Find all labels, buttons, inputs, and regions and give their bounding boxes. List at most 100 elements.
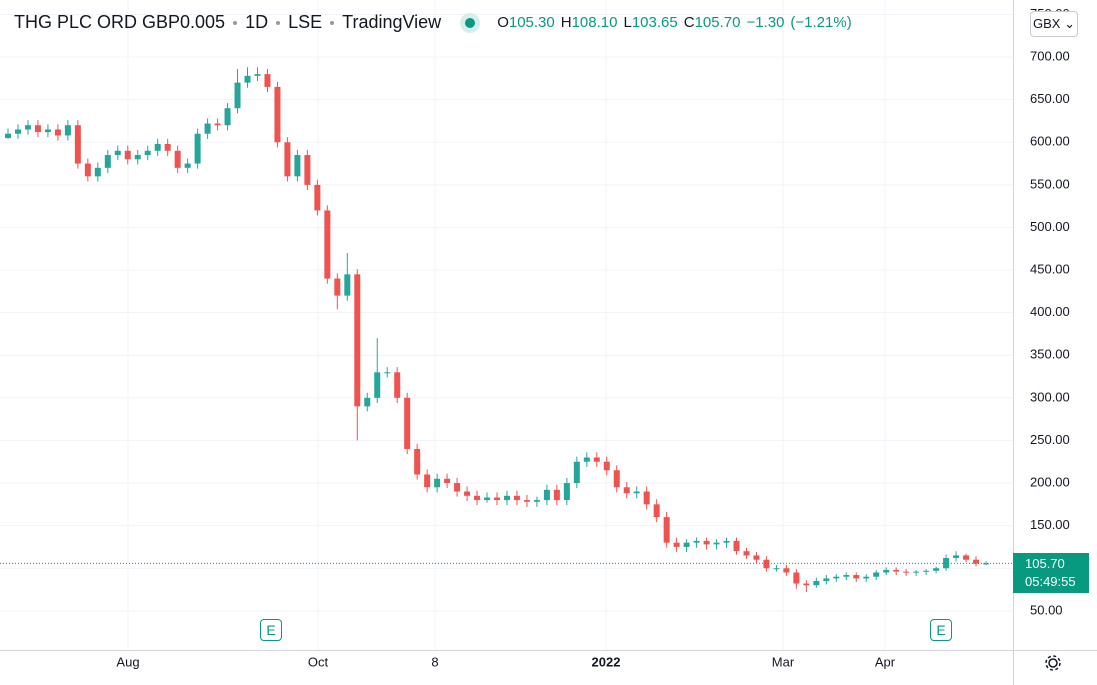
candle-body [643, 491, 650, 505]
candle-body [743, 551, 750, 556]
candle-body [663, 517, 670, 543]
candle-body [84, 163, 91, 177]
candle-body [713, 542, 720, 545]
candle-body [404, 397, 411, 449]
candle-body [793, 572, 800, 584]
candle-body [44, 129, 51, 133]
candle-body [214, 123, 221, 126]
candle-body [553, 489, 560, 501]
candle-body [414, 448, 421, 475]
candle-body [693, 540, 700, 543]
candle-body [753, 555, 760, 560]
change-pct: (−1.21%) [790, 14, 852, 31]
candle-body [893, 569, 900, 572]
candle-body [603, 461, 610, 471]
candle-body [883, 569, 890, 573]
candle-body [833, 576, 840, 579]
candle-body [653, 504, 660, 518]
x-tick-label: 2022 [592, 654, 621, 669]
candle-body [274, 86, 281, 143]
candle-body [94, 167, 101, 177]
candle-body [444, 478, 451, 484]
candle-body [723, 540, 730, 543]
candle-body [494, 497, 500, 501]
candle-body [304, 155, 311, 185]
candle-body [523, 500, 530, 502]
candle-body [673, 542, 680, 547]
candle-body [953, 555, 960, 558]
candle-body [783, 568, 790, 573]
candle-body [843, 575, 850, 577]
ohlc-open: O105.30 [497, 14, 555, 31]
candle-body [224, 108, 231, 126]
candle-body [64, 125, 71, 136]
candle-body [324, 210, 331, 279]
candle-body [254, 74, 261, 76]
candle-body [773, 568, 780, 570]
x-tick-label: Aug [116, 654, 139, 669]
candle-body [873, 572, 880, 577]
candle-body [683, 542, 690, 547]
ohlc-close: C105.70 [683, 14, 741, 31]
candle-body [503, 495, 510, 501]
candle-body [913, 571, 920, 573]
earnings-marker[interactable]: E [260, 619, 282, 641]
candle-body [104, 155, 111, 168]
candle-body [394, 372, 401, 398]
settings-icon[interactable] [1045, 655, 1061, 671]
candle-body [563, 483, 570, 501]
candle-body [14, 129, 21, 134]
candle-body [813, 580, 820, 586]
candle-body [144, 150, 151, 156]
y-tick-label: 550.00 [1030, 176, 1070, 191]
candle-body [823, 578, 830, 581]
candle-body [234, 82, 241, 109]
ohlc-high: H108.10 [560, 14, 618, 31]
candle-body [733, 540, 740, 552]
candle-body [364, 397, 371, 407]
y-tick-label: 500.00 [1030, 219, 1070, 234]
candle-body [384, 372, 391, 374]
status-dot [465, 17, 476, 28]
x-tick-label: 8 [431, 654, 438, 669]
candle-body [863, 576, 870, 579]
candle-body [204, 123, 211, 134]
y-tick-label: 350.00 [1030, 347, 1070, 362]
candle-body [703, 540, 710, 545]
y-tick-label: 650.00 [1030, 91, 1070, 106]
candle-body [54, 129, 61, 136]
candle-body [573, 461, 580, 484]
candle-body [284, 142, 291, 177]
candle-body [963, 555, 970, 560]
candle-body [74, 125, 81, 164]
earnings-marker[interactable]: E [930, 619, 952, 641]
candle-body [933, 568, 940, 571]
y-tick-label: 150.00 [1030, 517, 1070, 532]
change: −1.30 [746, 14, 785, 31]
y-tick-label: 400.00 [1030, 304, 1070, 319]
candle-body [424, 474, 431, 488]
candle-body [464, 491, 471, 496]
y-tick-label: 250.00 [1030, 432, 1070, 447]
candle-body [583, 457, 590, 462]
candle-body [763, 559, 770, 569]
countdown: 05:49:55 [1025, 574, 1076, 589]
candle-body [264, 74, 271, 87]
y-tick-label: 50.00 [1030, 602, 1063, 617]
candle-body [184, 163, 191, 168]
candle-body [543, 489, 550, 501]
candle-body [354, 274, 361, 407]
candle-body [124, 150, 131, 160]
candle-body [164, 143, 171, 151]
currency-button[interactable]: GBX ⌄ [1030, 11, 1078, 37]
candle-body [803, 583, 810, 586]
candle-body [134, 155, 141, 160]
legend: THG PLC ORD GBP0.005 1D LSE TradingView … [14, 12, 858, 33]
candle-body [434, 478, 441, 488]
symbol: THG PLC ORD GBP0.005 [14, 12, 226, 32]
ohlc-low: L103.65 [623, 14, 678, 31]
y-tick-label: 450.00 [1030, 261, 1070, 276]
